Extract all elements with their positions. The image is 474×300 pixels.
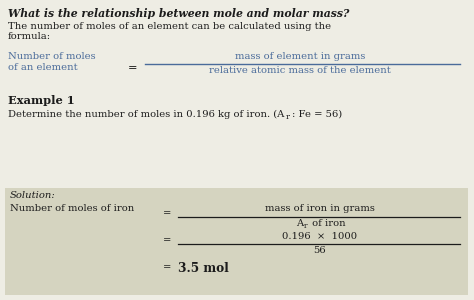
Text: =: =: [163, 236, 172, 245]
Text: Number of moles of iron: Number of moles of iron: [10, 204, 134, 213]
Text: Example 1: Example 1: [8, 95, 75, 106]
Text: 3.5 mol: 3.5 mol: [178, 262, 229, 275]
Text: =: =: [163, 263, 172, 272]
Text: The number of moles of an element can be calculated using the: The number of moles of an element can be…: [8, 22, 331, 31]
Text: =: =: [163, 209, 172, 218]
Text: formula:: formula:: [8, 32, 51, 41]
Text: : Fe = 56): : Fe = 56): [292, 110, 342, 119]
Text: =: =: [128, 63, 137, 73]
Text: What is the relationship between mole and molar mass?: What is the relationship between mole an…: [8, 8, 349, 19]
Text: A: A: [296, 219, 303, 228]
Text: relative atomic mass of the element: relative atomic mass of the element: [209, 66, 391, 75]
Text: 56: 56: [314, 246, 326, 255]
Text: Determine the number of moles in 0.196 kg of iron. (A: Determine the number of moles in 0.196 k…: [8, 110, 284, 119]
Text: mass of iron in grams: mass of iron in grams: [265, 204, 375, 213]
Text: mass of element in grams: mass of element in grams: [235, 52, 365, 61]
Text: r: r: [286, 113, 290, 121]
Text: of an element: of an element: [8, 63, 78, 72]
FancyBboxPatch shape: [5, 188, 468, 295]
Text: of iron: of iron: [309, 219, 346, 228]
Text: Number of moles: Number of moles: [8, 52, 96, 61]
Text: r: r: [304, 222, 308, 230]
Text: 0.196  ×  1000: 0.196 × 1000: [283, 232, 357, 241]
Text: Solution:: Solution:: [10, 191, 56, 200]
